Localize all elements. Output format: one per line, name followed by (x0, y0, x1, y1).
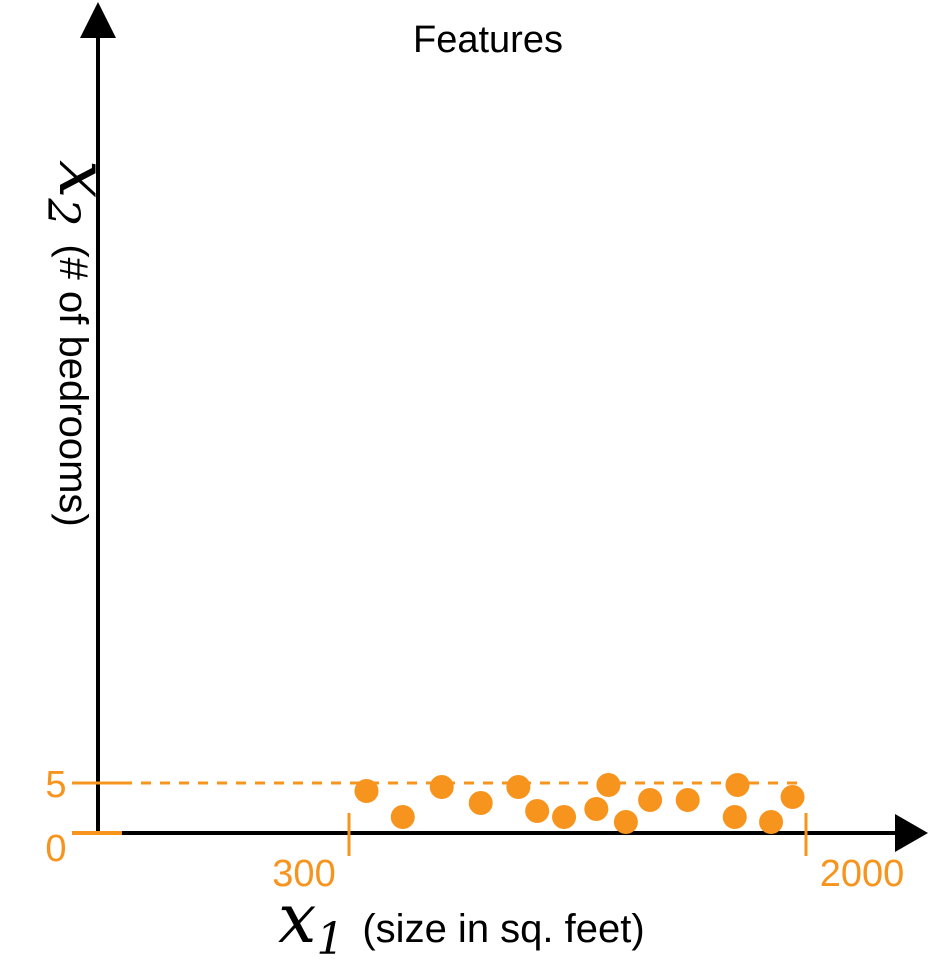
data-point-3 (429, 775, 454, 799)
x-axis-label-sub: 1 (316, 914, 344, 959)
y-axis-label-text: (# of bedrooms) (51, 244, 95, 526)
data-point-5 (506, 775, 531, 799)
data-point-14 (722, 805, 747, 829)
data-point-4 (468, 791, 493, 815)
x-axis-label-var: x (278, 880, 316, 959)
y-axis-arrowhead (80, 2, 116, 38)
x-tick-label-min: 300 (272, 853, 335, 895)
x-axis-label: x1 (size in sq. feet) (278, 880, 645, 959)
x-axis-label-text: (size in sq. feet) (362, 907, 644, 951)
data-point-16 (780, 785, 805, 809)
y-axis-label: x2 (# of bedrooms) (37, 160, 122, 527)
data-point-10 (613, 810, 638, 834)
x-axis-arrowhead (895, 814, 928, 852)
y-axis-label-sub: 2 (37, 197, 88, 226)
data-point-6 (525, 799, 550, 823)
data-point-8 (584, 797, 609, 821)
data-point-7 (552, 805, 577, 829)
y-axis-label-var: x (43, 160, 122, 198)
data-points (354, 773, 805, 834)
x-tick-label-max: 2000 (820, 853, 905, 895)
y-tick-label-max: 5 (45, 764, 66, 806)
data-point-2 (390, 805, 415, 829)
data-point-9 (596, 773, 621, 797)
data-point-13 (725, 773, 750, 797)
data-point-12 (675, 788, 700, 812)
y-tick-label-zero: 0 (45, 828, 66, 870)
chart-title: Features (413, 19, 563, 61)
data-point-15 (759, 810, 784, 834)
data-point-1 (354, 779, 379, 803)
data-point-11 (638, 788, 663, 812)
